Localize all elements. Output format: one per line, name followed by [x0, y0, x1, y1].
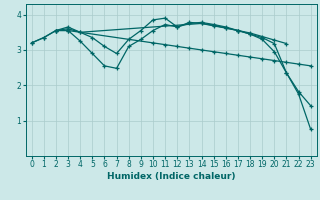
X-axis label: Humidex (Indice chaleur): Humidex (Indice chaleur): [107, 172, 236, 181]
